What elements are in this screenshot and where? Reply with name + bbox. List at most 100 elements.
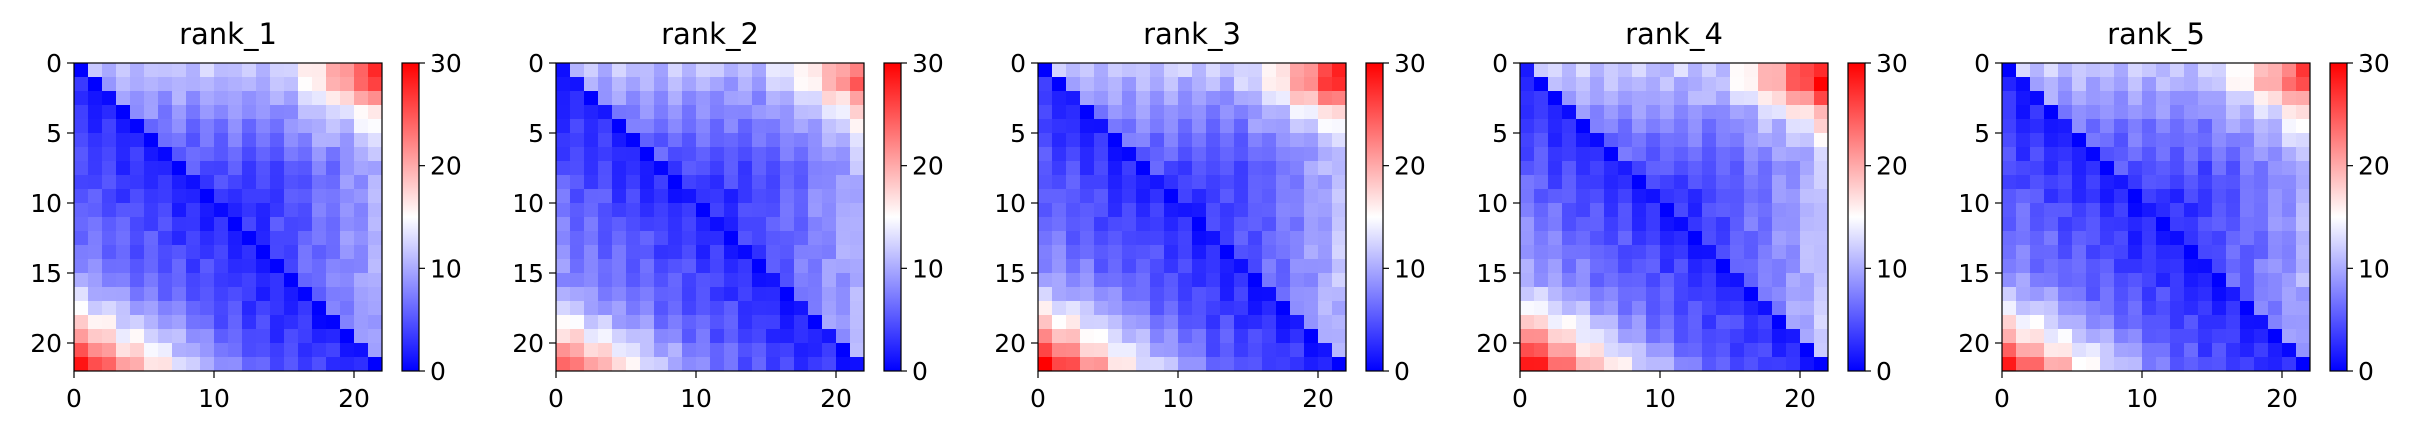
heatmap-cell (1332, 217, 1347, 232)
colorbar-tick-label: 20 (430, 152, 462, 181)
heatmap-cell (326, 287, 341, 302)
heatmap-cell (1730, 259, 1745, 274)
heatmap-cell (822, 245, 837, 260)
heatmap-cell (2016, 77, 2031, 92)
heatmap-cell (1066, 77, 1081, 92)
heatmap-cell (654, 217, 669, 232)
heatmap-cell (214, 357, 229, 372)
heatmap-cell (1192, 259, 1207, 274)
heatmap-cell (1520, 203, 1535, 218)
heatmap-cell (158, 63, 173, 78)
heatmap-cell (1038, 189, 1053, 204)
heatmap-cell (1108, 343, 1123, 358)
heatmap-cell (2254, 329, 2269, 344)
heatmap-cell (74, 357, 89, 372)
heatmap-cell (368, 329, 383, 344)
heatmap-cell (1150, 105, 1165, 120)
heatmap-cell (822, 77, 837, 92)
heatmap-cell (88, 231, 103, 246)
heatmap-cell (1038, 245, 1053, 260)
heatmap-cell (1038, 343, 1053, 358)
heatmap-cell (1122, 343, 1137, 358)
heatmap-cell (1304, 133, 1319, 148)
heatmap-cell (626, 217, 641, 232)
heatmap-cell (724, 343, 739, 358)
heatmap-cell (228, 91, 243, 106)
heatmap-cell (1220, 77, 1235, 92)
heatmap-cell (570, 259, 585, 274)
heatmap-cell (256, 315, 271, 330)
heatmap-cell (2100, 105, 2115, 120)
heatmap-cell (2156, 175, 2171, 190)
heatmap-cell (724, 329, 739, 344)
heatmap-cell (1304, 259, 1319, 274)
heatmap-cell (1814, 259, 1829, 274)
heatmap-cell (2002, 287, 2017, 302)
heatmap-cell (1108, 301, 1123, 316)
heatmap-cell (2128, 63, 2143, 78)
heatmap-cell (1248, 105, 1263, 120)
heatmap-cell (1618, 189, 1633, 204)
heatmap-cell (2128, 77, 2143, 92)
heatmap-cell (1786, 147, 1801, 162)
heatmap-cell (584, 357, 599, 372)
heatmap-cell (1576, 357, 1591, 372)
heatmap-cell (368, 63, 383, 78)
heatmap-cell (144, 203, 159, 218)
heatmap-cell (1178, 133, 1193, 148)
heatmap-cell (2156, 217, 2171, 232)
heatmap-cell (668, 105, 683, 120)
heatmap-cell (1066, 231, 1081, 246)
heatmap-cell (1262, 231, 1277, 246)
colorbar-tick-label: 30 (1394, 49, 1426, 78)
heatmap-cell (1318, 203, 1333, 218)
heatmap-cell (584, 231, 599, 246)
heatmap-cell (850, 77, 865, 92)
heatmap-cell (836, 147, 851, 162)
heatmap-cell (256, 161, 271, 176)
heatmap-cell (1094, 217, 1109, 232)
heatmap-cell (1234, 315, 1249, 330)
heatmap-cell (172, 231, 187, 246)
heatmap-cell (822, 133, 837, 148)
heatmap-cell (794, 287, 809, 302)
heatmap-cell (1136, 91, 1151, 106)
y-tick-label: 10 (1476, 189, 1508, 218)
heatmap-cell (1604, 147, 1619, 162)
heatmap-cell (668, 77, 683, 92)
heatmap-cell (2002, 189, 2017, 204)
heatmap-cell (654, 357, 669, 372)
heatmap-cell (2142, 259, 2157, 274)
heatmap-cell (2128, 217, 2143, 232)
heatmap-cell (822, 315, 837, 330)
heatmap-cell (1702, 161, 1717, 176)
heatmap-cell (228, 329, 243, 344)
heatmap-cell (780, 315, 795, 330)
heatmap-cell (682, 315, 697, 330)
heatmap-cell (1192, 161, 1207, 176)
heatmap-cell (626, 301, 641, 316)
heatmap-cell (1576, 161, 1591, 176)
heatmap-cell (1136, 301, 1151, 316)
heatmap-cell (2044, 147, 2059, 162)
heatmap-cell (312, 175, 327, 190)
heatmap-cell (270, 91, 285, 106)
heatmap-cell (1108, 119, 1123, 134)
heatmap-cell (1618, 203, 1633, 218)
heatmap-cell (354, 161, 369, 176)
heatmap-cell (2268, 105, 2283, 120)
heatmap-cell (1150, 203, 1165, 218)
heatmap-cell (144, 357, 159, 372)
heatmap-cell (794, 161, 809, 176)
heatmap-cell (326, 357, 341, 372)
heatmap-cell (256, 329, 271, 344)
heatmap-cell (186, 77, 201, 92)
heatmap-cell (1814, 161, 1829, 176)
heatmap-cell (682, 119, 697, 134)
heatmap-cell (626, 203, 641, 218)
heatmap-cell (1562, 161, 1577, 176)
heatmap-cell (794, 273, 809, 288)
heatmap-cell (1206, 217, 1221, 232)
heatmap-cell (1660, 315, 1675, 330)
heatmap-cell (2268, 245, 2283, 260)
